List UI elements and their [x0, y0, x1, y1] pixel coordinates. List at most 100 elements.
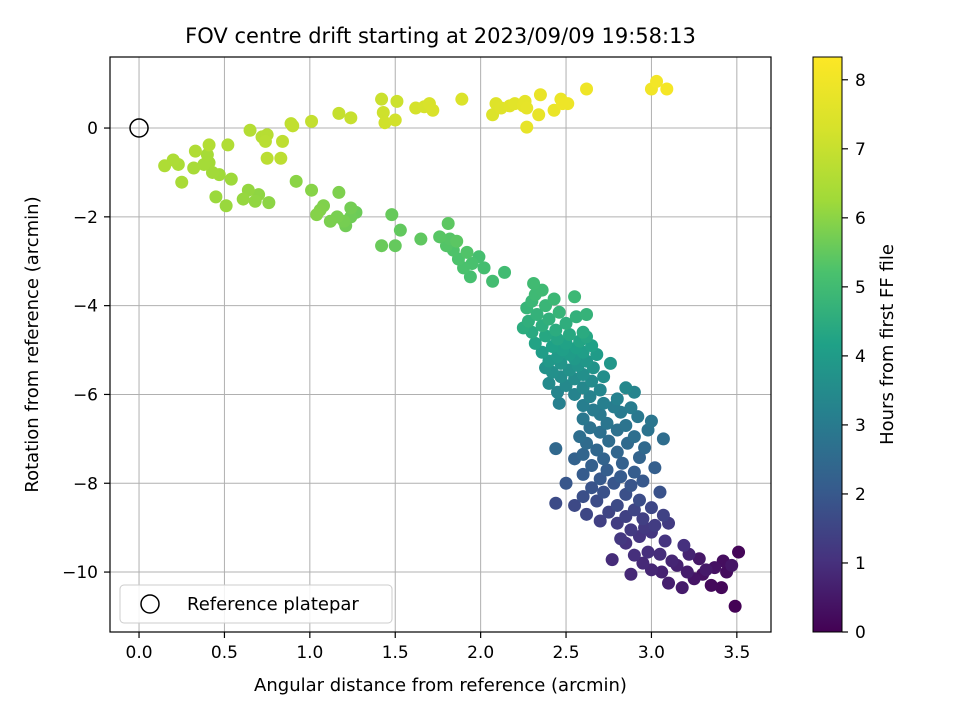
data-point [520, 120, 534, 134]
data-point [615, 456, 629, 470]
data-point [650, 74, 664, 88]
data-point [542, 312, 556, 326]
data-point [221, 138, 235, 152]
data-point [542, 376, 556, 390]
data-point [593, 383, 607, 397]
data-point [549, 442, 563, 456]
legend-marker-icon [140, 594, 160, 614]
colorbar-tick-label: 7 [855, 140, 866, 160]
data-point [460, 245, 474, 259]
data-point [539, 329, 553, 343]
data-point [614, 532, 628, 546]
colorbar-tick-label: 4 [855, 347, 866, 367]
y-tick-label: −2 [73, 208, 98, 228]
data-point [585, 481, 599, 495]
data-point [580, 308, 594, 322]
data-point [344, 201, 358, 215]
data-point [243, 123, 257, 137]
y-tick-label: −4 [73, 297, 98, 317]
data-point [305, 114, 319, 128]
data-point [597, 396, 611, 410]
data-point [600, 416, 614, 430]
data-point [332, 185, 346, 199]
data-point [202, 138, 216, 152]
data-point [559, 316, 573, 330]
y-tick-label: −8 [73, 474, 98, 494]
colorbar-tick-label: 1 [855, 554, 866, 574]
data-point [426, 103, 440, 117]
colorbar-tick-label: 8 [855, 71, 866, 91]
colorbar-label: Hours from first FF file [877, 244, 898, 445]
data-point [597, 452, 611, 466]
x-tick-label: 3.0 [638, 643, 665, 663]
data-point [559, 476, 573, 490]
colorbar-ticks: 0 1 2 3 4 5 6 7 8 [842, 71, 866, 643]
data-point [662, 576, 676, 590]
data-point [590, 443, 604, 457]
data-point [390, 94, 404, 108]
data-point [725, 558, 739, 572]
data-point [627, 503, 641, 517]
x-tick-label: 0.0 [126, 643, 153, 663]
data-point [576, 412, 590, 426]
data-point [624, 401, 638, 415]
data-point [576, 490, 590, 504]
data-point [600, 463, 614, 477]
data-point [653, 547, 667, 561]
data-point [286, 119, 300, 133]
data-point [624, 478, 638, 492]
data-point [656, 508, 670, 522]
data-point [556, 97, 570, 111]
data-points [158, 74, 746, 613]
colorbar [812, 56, 843, 633]
data-point [209, 190, 223, 204]
legend-label: Reference platepar [187, 594, 359, 615]
data-point [573, 430, 587, 444]
data-point [692, 552, 706, 566]
data-point [236, 192, 250, 206]
data-point [619, 381, 633, 395]
plot-frame [109, 56, 772, 633]
data-point [274, 151, 288, 165]
data-point [385, 208, 399, 222]
data-point [258, 134, 272, 148]
data-point [528, 336, 542, 350]
data-point [619, 419, 633, 433]
data-point [463, 270, 477, 284]
data-point [675, 581, 689, 595]
data-point [260, 151, 274, 165]
data-point [375, 239, 389, 253]
data-point [658, 534, 672, 548]
data-point [498, 265, 512, 279]
data-point [653, 485, 667, 499]
chart-title: FOV centre drift starting at 2023/09/09 … [185, 24, 696, 48]
data-point [699, 563, 713, 577]
data-point [248, 194, 262, 208]
data-point [569, 310, 583, 324]
data-point [585, 458, 599, 472]
data-point [655, 565, 669, 579]
data-point [632, 493, 646, 507]
x-axis-ticks: 0.0 0.5 1.0 1.5 2.0 2.5 3.0 3.5 [126, 632, 750, 663]
y-axis-label: Rotation from reference (arcmin) [22, 196, 43, 492]
data-point [552, 396, 566, 410]
x-tick-label: 2.5 [553, 643, 580, 663]
data-point [656, 432, 670, 446]
data-point [527, 276, 541, 290]
data-point [323, 214, 337, 228]
data-point [262, 196, 276, 210]
data-point [520, 101, 534, 115]
data-point [648, 518, 662, 532]
x-tick-label: 0.5 [211, 643, 238, 663]
colorbar-tick-label: 0 [855, 623, 866, 643]
data-point [648, 461, 662, 475]
colorbar-tick-label: 3 [855, 416, 866, 436]
data-point [644, 501, 658, 515]
data-point [549, 496, 563, 510]
data-point [624, 523, 638, 537]
colorbar-tick-label: 5 [855, 278, 866, 298]
legend-box [119, 584, 393, 624]
data-point [486, 274, 500, 288]
data-point [310, 208, 324, 222]
